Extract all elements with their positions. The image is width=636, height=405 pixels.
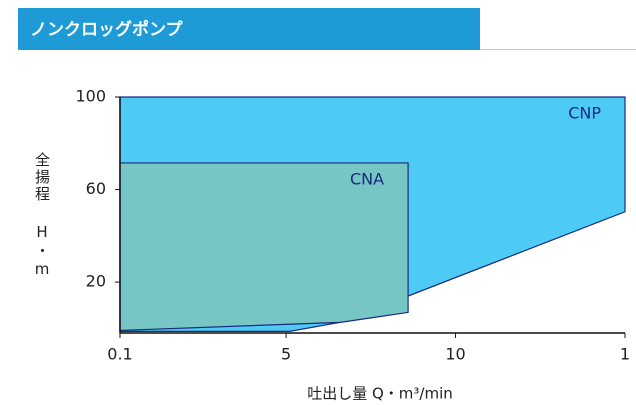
x-tick-label: 1 — [620, 345, 630, 364]
x-axis-label: 吐出し量 Q・m³/min — [307, 385, 453, 403]
x-tick-label: 0.1 — [107, 345, 132, 364]
header-bar — [18, 8, 480, 50]
x-tick-label: 5 — [281, 345, 291, 364]
series-label: CNP — [568, 104, 601, 123]
y-tick-label: 60 — [86, 179, 106, 198]
y-tick-label: 20 — [86, 272, 106, 291]
series-label: CNA — [350, 169, 384, 188]
x-tick-label: 10 — [445, 345, 465, 364]
header-title: ノンクロッグポンプ — [30, 19, 183, 40]
y-tick-label: 100 — [75, 87, 106, 106]
y-axis-label: 全揚程 H・m — [33, 152, 51, 280]
